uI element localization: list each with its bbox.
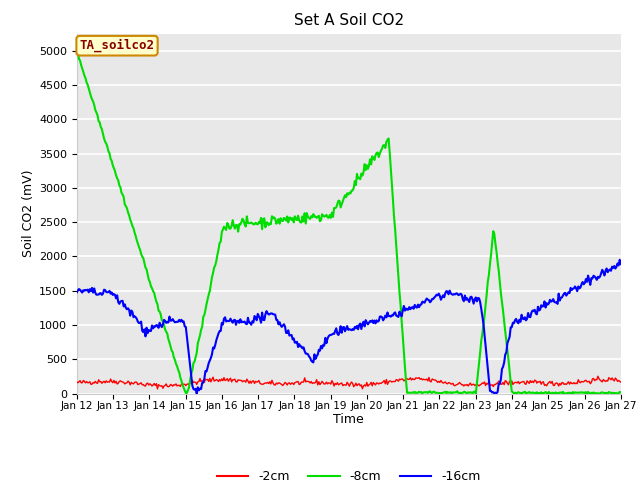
Legend: -2cm, -8cm, -16cm: -2cm, -8cm, -16cm (212, 465, 486, 480)
Y-axis label: Soil CO2 (mV): Soil CO2 (mV) (22, 170, 35, 257)
X-axis label: Time: Time (333, 413, 364, 426)
Text: TA_soilco2: TA_soilco2 (79, 39, 154, 52)
Title: Set A Soil CO2: Set A Soil CO2 (294, 13, 404, 28)
